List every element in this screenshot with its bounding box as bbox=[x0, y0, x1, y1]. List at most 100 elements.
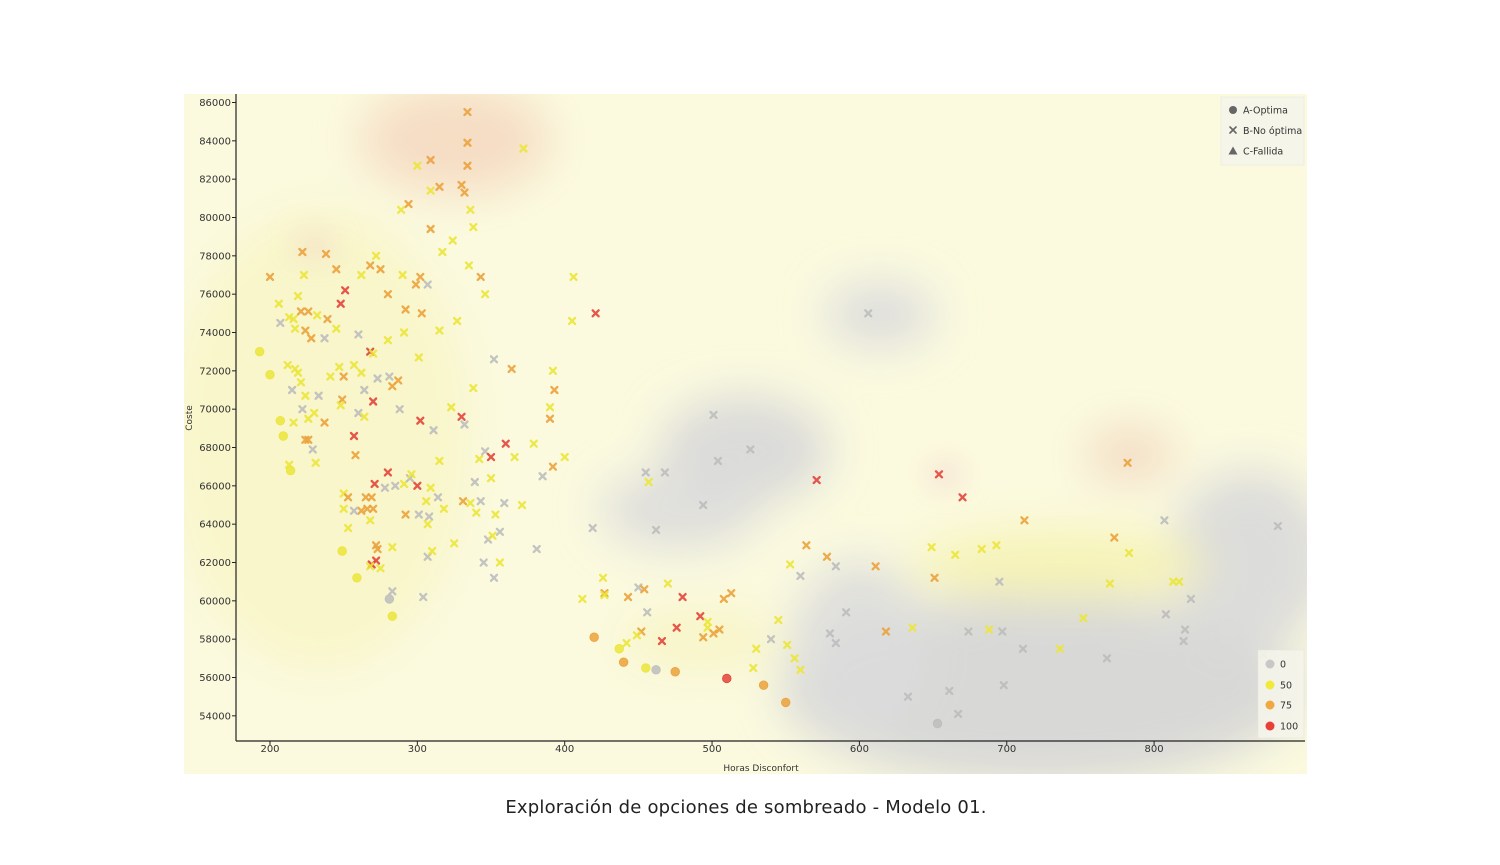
point-non-optimal bbox=[363, 504, 372, 513]
point-non-optimal bbox=[326, 372, 335, 381]
point-non-optimal bbox=[414, 510, 423, 519]
point-non-optimal bbox=[339, 504, 348, 513]
point-non-optimal bbox=[480, 290, 490, 299]
point-non-optimal bbox=[651, 525, 661, 535]
point-non-optimal bbox=[265, 272, 275, 282]
point-non-optimal bbox=[416, 272, 425, 282]
point-non-optimal bbox=[486, 452, 496, 462]
point-non-optimal bbox=[283, 360, 292, 370]
point-non-optimal bbox=[407, 470, 416, 479]
point-non-optimal bbox=[433, 493, 443, 502]
point-non-optimal bbox=[1180, 625, 1190, 634]
figure-caption: Exploración de opciones de sombreado - M… bbox=[505, 797, 987, 818]
point-non-optimal bbox=[802, 541, 811, 550]
point-non-optimal bbox=[399, 328, 409, 337]
point-non-optimal bbox=[293, 368, 303, 377]
x-tick-label: 700 bbox=[997, 744, 1016, 755]
point-non-optimal bbox=[357, 506, 366, 515]
point-non-optimal bbox=[357, 368, 366, 377]
point-non-optimal bbox=[908, 623, 917, 632]
point-non-optimal bbox=[719, 594, 728, 604]
point-non-optimal bbox=[336, 401, 345, 410]
point-non-optimal bbox=[578, 594, 587, 604]
legend-score-50-swatch bbox=[1265, 680, 1275, 690]
point-non-optimal bbox=[396, 205, 406, 214]
point-non-optimal bbox=[699, 500, 708, 510]
x-tick-label: 200 bbox=[260, 744, 279, 755]
point-non-optimal bbox=[1175, 577, 1184, 586]
point-non-optimal bbox=[423, 280, 432, 289]
point-non-optimal bbox=[307, 334, 316, 343]
point-non-optimal bbox=[298, 247, 307, 257]
point-non-optimal bbox=[452, 316, 462, 326]
point-non-optimal bbox=[709, 629, 718, 638]
point-non-optimal bbox=[422, 497, 431, 506]
point-non-optimal bbox=[463, 107, 472, 117]
point-non-optimal bbox=[469, 222, 478, 232]
point-non-optimal bbox=[1105, 579, 1115, 588]
point-non-optimal bbox=[632, 631, 642, 640]
point-non-optimal bbox=[517, 500, 527, 510]
y-tick-label: 80000 bbox=[199, 213, 231, 224]
legend-circle-icon bbox=[1229, 106, 1237, 114]
point-non-optimal bbox=[361, 493, 370, 502]
point-non-optimal bbox=[476, 497, 485, 506]
point-non-optimal bbox=[657, 636, 667, 646]
point-non-optimal bbox=[545, 403, 555, 412]
point-non-optimal bbox=[871, 562, 880, 571]
point-non-optimal bbox=[598, 573, 608, 582]
point-non-optimal bbox=[964, 627, 973, 636]
point-non-optimal bbox=[752, 644, 761, 653]
heatmap-background bbox=[184, 94, 1307, 774]
y-tick-label: 68000 bbox=[199, 443, 231, 454]
point-non-optimal bbox=[293, 291, 303, 301]
y-tick-label: 62000 bbox=[199, 558, 231, 569]
y-axis-label: Coste bbox=[185, 405, 195, 431]
point-non-optimal bbox=[366, 261, 375, 270]
point-non-optimal bbox=[398, 270, 407, 280]
point-non-optimal bbox=[1055, 644, 1064, 653]
y-tick-label: 64000 bbox=[199, 520, 231, 531]
point-non-optimal bbox=[323, 314, 332, 324]
point-non-optimal bbox=[404, 199, 413, 209]
point-non-optimal bbox=[380, 483, 390, 492]
point-non-optimal bbox=[600, 589, 609, 598]
point-non-optimal bbox=[296, 378, 306, 387]
point-non-optimal bbox=[1169, 577, 1178, 586]
point-non-optimal bbox=[313, 311, 322, 320]
point-non-optimal bbox=[289, 418, 298, 427]
point-optimal bbox=[932, 718, 943, 729]
point-non-optimal bbox=[945, 686, 954, 696]
point-non-optimal bbox=[360, 385, 369, 395]
point-non-optimal bbox=[332, 324, 341, 333]
legend-score-0-label: 0 bbox=[1280, 660, 1286, 671]
point-non-optimal bbox=[984, 625, 994, 634]
point-non-optimal bbox=[953, 709, 963, 719]
point-non-optimal bbox=[399, 479, 409, 489]
point-non-optimal bbox=[569, 272, 578, 282]
point-optimal bbox=[589, 632, 599, 642]
point-non-optimal bbox=[699, 633, 708, 642]
point-non-optimal bbox=[663, 579, 672, 588]
point-non-optimal bbox=[479, 558, 488, 567]
point-non-optimal bbox=[600, 590, 609, 600]
point-non-optimal bbox=[475, 454, 484, 464]
point-non-optimal bbox=[298, 405, 307, 414]
x-tick-label: 400 bbox=[555, 744, 574, 755]
point-non-optimal bbox=[373, 544, 382, 554]
legend-score-0-swatch bbox=[1265, 659, 1275, 669]
point-non-optimal bbox=[548, 462, 558, 471]
y-tick-label: 70000 bbox=[199, 405, 231, 416]
point-non-optimal bbox=[1020, 516, 1029, 525]
point-non-optimal bbox=[992, 541, 1001, 550]
point-non-optimal bbox=[460, 420, 469, 429]
point-non-optimal bbox=[304, 307, 313, 316]
point-non-optimal bbox=[790, 654, 799, 663]
point-non-optimal bbox=[796, 665, 805, 674]
y-tick-label: 72000 bbox=[199, 366, 231, 377]
point-non-optimal bbox=[320, 418, 329, 427]
point-optimal bbox=[254, 346, 265, 357]
point-non-optimal bbox=[413, 481, 422, 490]
point-non-optimal bbox=[457, 180, 466, 190]
